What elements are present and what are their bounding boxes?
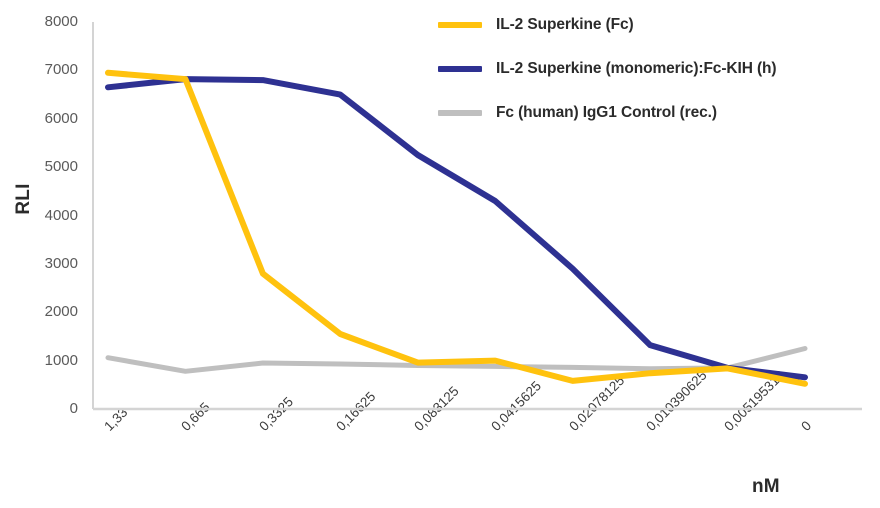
data-series-layer bbox=[105, 69, 808, 387]
y-axis-tick-label: 4000 bbox=[44, 206, 78, 224]
legend-item[interactable]: IL-2 Superkine (Fc) bbox=[438, 10, 777, 40]
legend-item[interactable]: IL-2 Superkine (monomeric):Fc-KIH (h) bbox=[438, 54, 777, 84]
y-axis-tick-label: 3000 bbox=[44, 254, 78, 272]
x-axis-title: nM bbox=[752, 476, 780, 497]
y-axis-tick-label: 2000 bbox=[44, 303, 78, 321]
y-axis-tick-label: 7000 bbox=[44, 61, 78, 79]
series-line bbox=[105, 69, 808, 387]
series-line bbox=[105, 76, 808, 381]
legend-item-label: IL-2 Superkine (Fc) bbox=[496, 16, 634, 33]
chart-legend: IL-2 Superkine (Fc) IL-2 Superkine (mono… bbox=[438, 10, 777, 142]
y-axis-tick-label: 1000 bbox=[44, 351, 78, 369]
y-axis-tick-label: 6000 bbox=[44, 109, 78, 127]
y-axis-tick-label: 0 bbox=[69, 400, 78, 417]
legend-swatch-icon bbox=[438, 66, 482, 72]
legend-swatch-icon bbox=[438, 22, 482, 28]
y-axis-tick-label: 8000 bbox=[44, 13, 78, 30]
legend-item-label: IL-2 Superkine (monomeric):Fc-KIH (h) bbox=[496, 60, 777, 77]
legend-swatch-icon bbox=[438, 110, 482, 116]
y-axis-tick-label: 5000 bbox=[44, 158, 78, 176]
legend-item[interactable]: Fc (human) IgG1 Control (rec.) bbox=[438, 98, 777, 128]
axis-lines bbox=[92, 22, 862, 411]
legend-item-label: Fc (human) IgG1 Control (rec.) bbox=[496, 104, 717, 121]
